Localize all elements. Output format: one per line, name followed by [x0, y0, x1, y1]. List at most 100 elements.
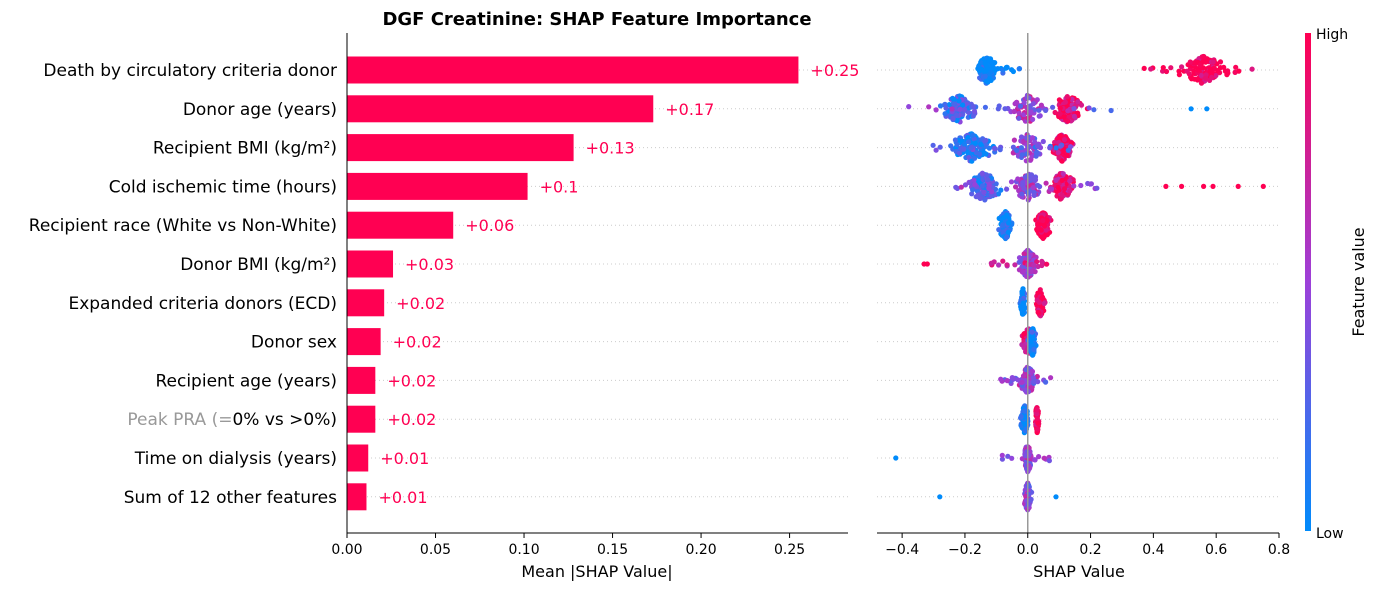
bar-value-label: +0.02 — [387, 410, 436, 429]
swarm-point — [924, 261, 930, 267]
swarm-point — [1043, 379, 1049, 385]
swarm-point — [1018, 145, 1024, 151]
category-label: Cold ischemic time (hours) — [109, 177, 337, 197]
swarm-point — [1020, 373, 1027, 379]
swarm-point — [970, 103, 977, 110]
swarm-point — [1047, 145, 1053, 151]
swarm-point — [1187, 59, 1193, 65]
swarm-point — [1040, 138, 1046, 145]
swarm-point — [1200, 59, 1206, 65]
swarm-point — [1055, 150, 1061, 156]
swarm-point — [986, 145, 993, 151]
swarm-point — [1021, 306, 1027, 312]
swarm-point — [1210, 59, 1216, 65]
swarm-point — [1058, 143, 1064, 149]
swarm-point — [969, 191, 975, 197]
bar-x-axis-label: Mean |SHAP Value| — [521, 562, 672, 581]
swarm-point — [1032, 139, 1038, 145]
bar-series — [347, 56, 799, 511]
swarm-point — [983, 62, 989, 68]
swarm-point — [1160, 65, 1166, 71]
swarm-point — [954, 142, 960, 148]
swarm-point — [975, 178, 981, 184]
swarm-point — [1053, 177, 1059, 183]
swarm-point — [995, 191, 1002, 197]
swarm-point — [951, 101, 957, 107]
swarm-point — [1030, 185, 1036, 191]
swarm-point — [1032, 176, 1038, 182]
swarm-point — [1050, 104, 1056, 110]
swarm-point — [1038, 102, 1044, 108]
swarm-point — [1023, 453, 1029, 459]
swarm-point — [986, 182, 993, 188]
swarm-point — [1201, 54, 1207, 60]
category-label: Recipient race (White vs Non-White) — [29, 216, 337, 236]
swarm-point — [1034, 373, 1040, 380]
swarm-point — [1028, 109, 1034, 115]
bar — [347, 56, 799, 84]
swarm-point — [1031, 378, 1037, 384]
swarm-point — [958, 184, 964, 190]
swarm-point — [1038, 227, 1044, 233]
swarm-point — [962, 182, 969, 188]
bar — [347, 95, 654, 123]
swarm-point — [1019, 379, 1025, 385]
swarm-point — [1011, 108, 1017, 115]
swarm-point — [1249, 66, 1255, 72]
swarm-point — [1024, 151, 1030, 157]
swarm-point — [1056, 154, 1062, 160]
swarm-point — [1011, 137, 1018, 143]
category-label: Recipient BMI (kg/m²) — [153, 139, 337, 159]
swarm-point — [1078, 102, 1085, 108]
swarm-point — [1052, 109, 1058, 116]
swarm-point — [1198, 80, 1205, 86]
swarm-point — [1179, 183, 1185, 189]
swarm-point — [1004, 378, 1010, 384]
swarm-point — [1012, 262, 1018, 268]
swarm-point — [1035, 379, 1041, 385]
swarm-point — [937, 103, 944, 109]
swarm-point — [1207, 66, 1213, 72]
swarm-axes: −0.4 −0.2 0.0 0.2 0.4 0.6 0.8 — [877, 33, 1290, 558]
colorbar — [1305, 33, 1311, 531]
swarm-point — [992, 146, 998, 152]
swarm-point — [1064, 94, 1070, 100]
swarm-point — [976, 63, 982, 69]
swarm-point — [1035, 426, 1041, 432]
swarm-point — [951, 96, 957, 102]
swarm-point — [1075, 110, 1081, 116]
swarm-point — [1042, 223, 1048, 229]
swarm-point — [1016, 115, 1022, 121]
swarm-point — [1198, 72, 1204, 78]
swarm-point — [952, 137, 959, 143]
swarm-point — [1036, 113, 1042, 119]
category-label-faded-part: Peak PRA (= — [127, 410, 232, 430]
swarm-point — [1028, 269, 1034, 275]
swarm-point — [1036, 454, 1042, 460]
swarm-point — [1019, 311, 1026, 317]
swarm-point — [972, 181, 978, 187]
swarm-point — [1039, 258, 1045, 264]
swarm-point — [1019, 152, 1025, 158]
swarm-point — [972, 140, 978, 146]
swarm-x-tick-label: 0.0 — [1017, 542, 1039, 558]
swarm-point — [982, 73, 988, 79]
swarm-point — [1088, 181, 1094, 187]
swarm-point — [1062, 99, 1068, 105]
swarm-point — [1057, 105, 1063, 111]
swarm-point — [1014, 147, 1020, 153]
swarm-point — [1043, 227, 1049, 233]
swarm-point — [1026, 482, 1032, 488]
swarm-point — [1035, 182, 1041, 188]
swarm-point — [949, 106, 955, 112]
swarm-point — [1057, 111, 1063, 117]
swarm-point — [1043, 180, 1049, 186]
category-label: Recipient age (years) — [155, 371, 337, 391]
swarm-point — [1015, 377, 1021, 383]
swarm-point — [996, 227, 1002, 233]
category-label: Sum of 12 other features — [124, 488, 337, 508]
swarm-point — [1235, 183, 1241, 189]
swarm-point — [1016, 110, 1022, 116]
swarm-point — [982, 151, 988, 157]
bar — [347, 405, 376, 433]
